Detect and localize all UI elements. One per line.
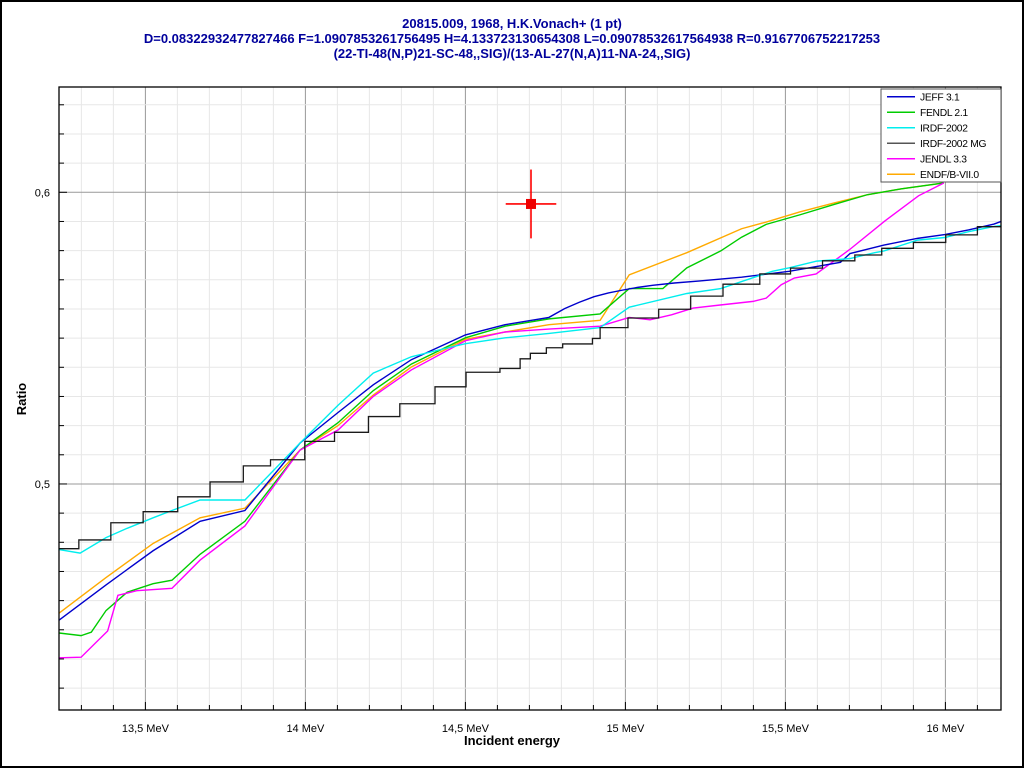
- svg-text:JENDL 3.3: JENDL 3.3: [920, 154, 967, 165]
- svg-text:14,5 MeV: 14,5 MeV: [442, 723, 490, 735]
- svg-text:IRDF-2002 MG: IRDF-2002 MG: [920, 139, 986, 150]
- svg-text:15,5 MeV: 15,5 MeV: [762, 723, 810, 735]
- svg-text:16 MeV: 16 MeV: [926, 723, 965, 735]
- svg-text:15 MeV: 15 MeV: [606, 723, 645, 735]
- svg-text:0,6: 0,6: [35, 187, 50, 199]
- svg-text:FENDL 2.1: FENDL 2.1: [920, 108, 968, 119]
- svg-text:13,5 MeV: 13,5 MeV: [122, 723, 170, 735]
- svg-text:JEFF 3.1: JEFF 3.1: [920, 92, 960, 103]
- svg-text:0,5: 0,5: [35, 479, 50, 491]
- svg-text:ENDF/B-VII.0: ENDF/B-VII.0: [920, 170, 979, 181]
- svg-text:IRDF-2002: IRDF-2002: [920, 123, 968, 134]
- svg-text:14 MeV: 14 MeV: [286, 723, 325, 735]
